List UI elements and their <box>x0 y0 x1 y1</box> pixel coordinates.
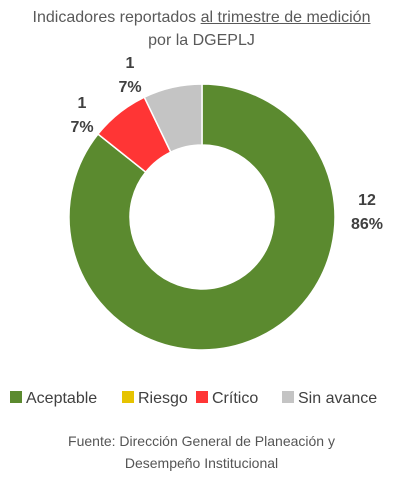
title-part: al trimestre de medición <box>200 9 371 26</box>
legend-label: Riesgo <box>138 390 188 407</box>
legend-swatch <box>10 391 22 403</box>
slice <box>68 83 336 351</box>
data-label: 1 <box>78 95 87 112</box>
slice <box>143 83 203 154</box>
data-label: 1 <box>126 55 135 72</box>
title-part: por la DGEPLJ <box>148 32 255 49</box>
data-label: 7% <box>70 119 93 136</box>
legend-label: Crítico <box>212 390 258 407</box>
chart-title: Indicadores reportados al trimestre de m… <box>20 6 383 52</box>
legend-label: Sin avance <box>298 390 377 407</box>
title-part: Indicadores reportados <box>32 9 201 26</box>
data-label: 86% <box>351 216 383 233</box>
data-label: 7% <box>118 79 141 96</box>
legend-swatch <box>196 391 208 403</box>
legend-label: Aceptable <box>26 390 97 407</box>
data-label: 12 <box>358 192 376 209</box>
legend-swatch <box>122 391 134 403</box>
legend-swatch <box>282 391 294 403</box>
source-note: Fuente: Dirección General de Planeación … <box>68 433 335 471</box>
